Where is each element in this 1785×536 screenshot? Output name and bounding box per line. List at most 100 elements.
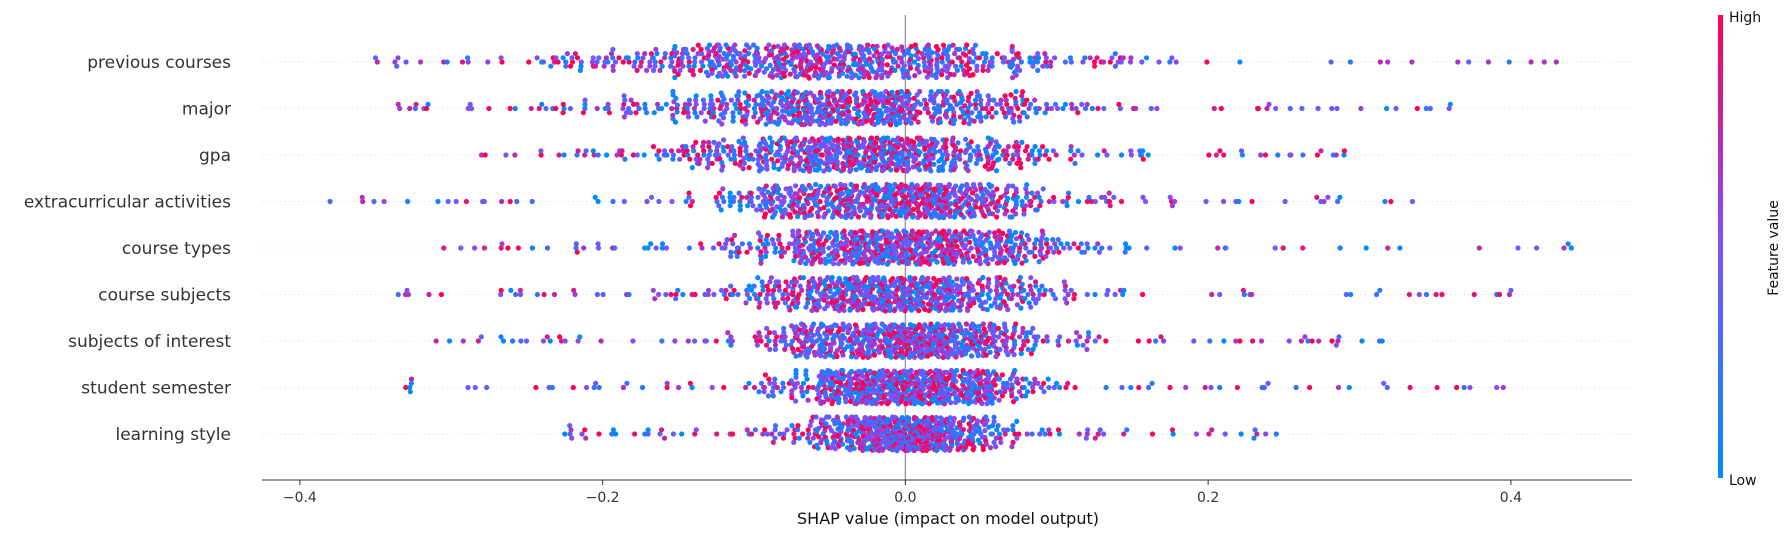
- shap-point: [938, 182, 944, 188]
- shap-point: [970, 46, 976, 53]
- shap-point: [691, 105, 698, 112]
- shap-point: [785, 296, 791, 302]
- shap-point: [960, 259, 966, 265]
- shap-point: [973, 160, 980, 166]
- shap-point: [648, 51, 655, 57]
- shap-point: [761, 103, 767, 109]
- shap-point: [1065, 338, 1072, 344]
- shap-point: [769, 139, 775, 145]
- shap-point: [728, 253, 734, 259]
- shap-point: [914, 261, 920, 267]
- shap-point: [929, 72, 935, 78]
- shap-point: [1033, 110, 1039, 116]
- shap-point: [706, 110, 712, 116]
- shap-point: [690, 46, 696, 53]
- shap-point: [946, 274, 952, 281]
- shap-point: [763, 342, 770, 348]
- shap-point: [1016, 156, 1022, 162]
- shap-point: [748, 194, 755, 200]
- shap-point: [911, 139, 917, 145]
- shap-point: [848, 229, 854, 235]
- shap-point: [813, 156, 820, 162]
- shap-point: [900, 70, 907, 76]
- shap-point: [833, 369, 840, 375]
- shap-point: [1045, 249, 1051, 255]
- feature-label: course types: [122, 239, 231, 259]
- shap-point: [722, 245, 728, 251]
- shap-point: [806, 75, 812, 81]
- shap-point: [790, 241, 797, 247]
- shap-point: [1305, 338, 1311, 344]
- shap-point: [716, 141, 722, 147]
- shap-point: [656, 148, 662, 154]
- shap-point: [833, 118, 839, 124]
- shap-point: [594, 291, 601, 298]
- shap-point: [891, 308, 898, 314]
- shap-point: [836, 261, 842, 267]
- shap-point: [766, 338, 772, 344]
- shap-point: [1002, 114, 1009, 120]
- shap-point: [693, 97, 699, 103]
- shap-point: [752, 291, 758, 298]
- shap-point: [947, 213, 953, 219]
- shap-point: [580, 110, 587, 116]
- shap-point: [499, 59, 505, 65]
- shap-point: [809, 261, 815, 267]
- shap-point: [1561, 245, 1567, 251]
- shap-point: [1388, 198, 1394, 205]
- shap-point: [924, 74, 930, 80]
- shap-point: [751, 283, 757, 289]
- shap-point: [767, 380, 773, 386]
- shap-point: [685, 338, 691, 344]
- shap-point: [1107, 203, 1113, 209]
- shap-point: [721, 137, 727, 143]
- shap-point: [517, 287, 524, 293]
- shap-point: [1140, 194, 1146, 200]
- shap-point: [499, 241, 505, 247]
- shap-point: [725, 330, 731, 336]
- shap-point: [1335, 198, 1341, 205]
- shap-point: [463, 198, 469, 205]
- feature-label: previous courses: [87, 53, 231, 73]
- shap-point: [681, 110, 687, 116]
- shap-point: [1056, 249, 1062, 255]
- shap-point: [893, 228, 900, 234]
- shap-point: [815, 187, 821, 193]
- shap-point: [853, 334, 859, 340]
- shap-point: [621, 198, 627, 205]
- shap-point: [644, 198, 650, 205]
- shap-point: [994, 186, 1000, 192]
- shap-point: [1106, 198, 1112, 205]
- shap-point: [800, 168, 807, 174]
- shap-point: [1032, 144, 1038, 150]
- shap-point: [881, 275, 887, 281]
- shap-point: [1117, 105, 1123, 112]
- shap-point: [670, 88, 676, 95]
- shap-point: [789, 120, 795, 126]
- shap-point: [788, 378, 794, 384]
- shap-point: [962, 242, 969, 248]
- shap-point: [710, 110, 716, 116]
- shap-point: [679, 55, 685, 61]
- shap-point: [1107, 59, 1113, 65]
- shap-point: [755, 119, 761, 125]
- shap-point: [662, 51, 668, 57]
- shap-point: [1466, 59, 1472, 65]
- shap-point: [1015, 291, 1021, 298]
- shap-point: [745, 203, 751, 209]
- shap-point: [751, 42, 757, 48]
- shap-point: [1240, 287, 1246, 293]
- shap-point: [1506, 291, 1513, 298]
- shap-point: [711, 114, 717, 120]
- shap-point: [705, 165, 711, 171]
- shap-point: [498, 245, 504, 251]
- shap-point: [820, 245, 826, 251]
- shap-point: [767, 116, 774, 122]
- shap-point: [893, 59, 899, 65]
- shap-point: [872, 341, 878, 347]
- shap-point: [1012, 229, 1019, 236]
- shap-point: [1075, 110, 1081, 116]
- shap-point: [603, 55, 610, 61]
- shap-point: [773, 245, 779, 251]
- shap-point: [737, 110, 743, 116]
